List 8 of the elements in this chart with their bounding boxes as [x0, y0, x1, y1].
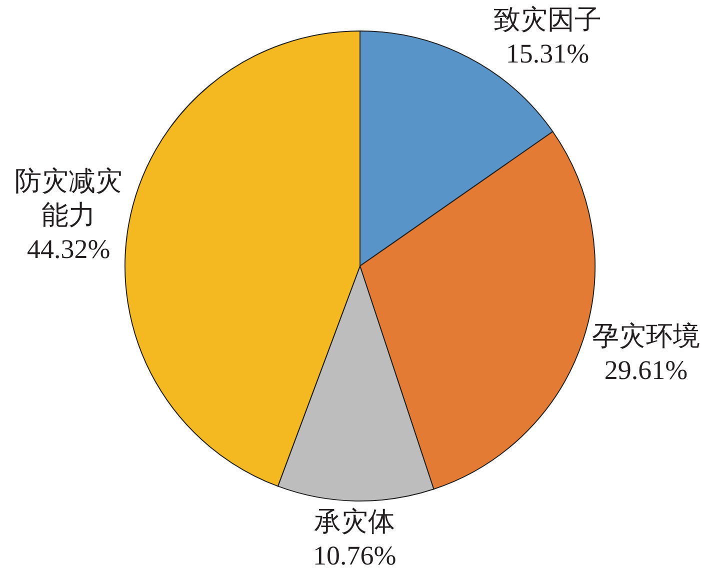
data-label: 44.32% [27, 234, 110, 264]
slice-label: 致灾因子 [494, 4, 602, 35]
data-label: 10.76% [313, 540, 396, 571]
slice-label: 承灾体 [314, 506, 396, 537]
slice-label: 孕灾环境 [592, 320, 700, 351]
data-label: 29.61% [604, 354, 688, 385]
data-label: 15.31% [506, 38, 590, 69]
slice-label: 防灾减灾能力 [14, 166, 123, 230]
